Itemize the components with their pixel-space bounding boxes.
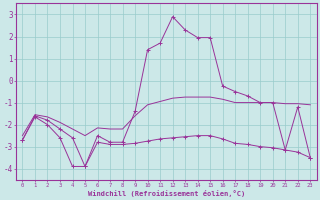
X-axis label: Windchill (Refroidissement éolien,°C): Windchill (Refroidissement éolien,°C) (88, 190, 245, 197)
